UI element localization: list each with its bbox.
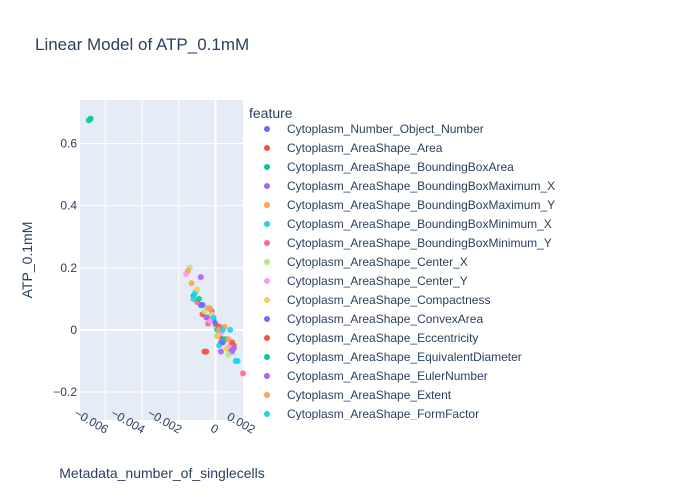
legend-label: Cytoplasm_AreaShape_BoundingBoxMinimum_X: [287, 217, 552, 231]
data-point[interactable]: [210, 314, 217, 321]
legend-marker: [264, 373, 270, 379]
legend-marker: [264, 316, 270, 322]
legend-label: Cytoplasm_AreaShape_Extent: [287, 388, 452, 402]
legend-marker: [264, 145, 270, 151]
data-point[interactable]: [225, 336, 232, 343]
data-point[interactable]: [219, 326, 226, 333]
data-point[interactable]: [203, 314, 210, 321]
legend-title: feature: [249, 105, 293, 121]
legend: Cytoplasm_Number_Object_Number Cytoplasm_…: [264, 122, 555, 421]
legend-marker: [264, 392, 270, 398]
data-point[interactable]: [227, 326, 234, 333]
data-point[interactable]: [190, 295, 197, 302]
legend-marker: [264, 335, 270, 341]
legend-item[interactable]: Cytoplasm_AreaShape_EulerNumber: [264, 369, 488, 383]
chart-title: Linear Model of ATP_0.1mM: [35, 35, 249, 54]
legend-label: Cytoplasm_AreaShape_EulerNumber: [287, 369, 488, 383]
legend-item[interactable]: Cytoplasm_AreaShape_FormFactor: [264, 407, 479, 421]
legend-item[interactable]: Cytoplasm_AreaShape_Center_Y: [264, 274, 468, 288]
data-point[interactable]: [184, 267, 191, 274]
legend-marker: [264, 183, 270, 189]
legend-marker: [264, 126, 270, 132]
data-point[interactable]: [194, 286, 201, 293]
data-point[interactable]: [188, 280, 195, 287]
legend-item[interactable]: Cytoplasm_Number_Object_Number: [264, 122, 484, 136]
legend-item[interactable]: Cytoplasm_AreaShape_Center_X: [264, 255, 468, 269]
legend-marker: [264, 240, 270, 246]
legend-label: Cytoplasm_AreaShape_Area: [287, 141, 443, 155]
legend-label: Cytoplasm_AreaShape_Eccentricity: [287, 331, 478, 345]
legend-item[interactable]: Cytoplasm_AreaShape_Eccentricity: [264, 331, 478, 345]
data-point[interactable]: [199, 302, 206, 309]
legend-label: Cytoplasm_AreaShape_BoundingBoxMaximum_X: [287, 179, 555, 193]
legend-label: Cytoplasm_AreaShape_BoundingBoxArea: [287, 160, 514, 174]
x-axis-title: Metadata_number_of_singlecells: [59, 465, 264, 481]
y-axis-ticks: −0.2 0 0.2 0.4 0.6: [53, 136, 77, 399]
legend-marker: [264, 278, 270, 284]
data-point[interactable]: [217, 348, 224, 355]
legend-label: Cytoplasm_AreaShape_BoundingBoxMinimum_Y: [287, 236, 552, 250]
legend-label: Cytoplasm_AreaShape_Compactness: [287, 293, 490, 307]
legend-item[interactable]: Cytoplasm_AreaShape_Area: [264, 141, 443, 155]
data-point[interactable]: [230, 345, 237, 352]
legend-items: Cytoplasm_Number_Object_Number Cytoplasm_…: [264, 122, 555, 421]
legend-label: Cytoplasm_AreaShape_Center_X: [287, 255, 468, 269]
legend-item[interactable]: Cytoplasm_AreaShape_BoundingBoxMaximum_Y: [264, 198, 555, 212]
legend-item[interactable]: Cytoplasm_AreaShape_BoundingBoxArea: [264, 160, 514, 174]
y-tick-label: 0.4: [60, 199, 77, 213]
data-point[interactable]: [205, 305, 212, 312]
y-tick-label: 0.6: [60, 136, 77, 150]
legend-marker: [264, 297, 270, 303]
plot-area[interactable]: [80, 100, 243, 420]
data-point[interactable]: [195, 295, 202, 302]
legend-marker: [264, 202, 270, 208]
legend-label: Cytoplasm_Number_Object_Number: [287, 122, 484, 136]
data-point[interactable]: [201, 348, 208, 355]
scatter-points: [85, 115, 246, 377]
legend-item[interactable]: Cytoplasm_AreaShape_BoundingBoxMinimum_X: [264, 217, 552, 231]
legend-label: Cytoplasm_AreaShape_FormFactor: [287, 407, 479, 421]
data-point[interactable]: [223, 345, 230, 352]
legend-label: Cytoplasm_AreaShape_ConvexArea: [287, 312, 483, 326]
legend-marker: [264, 221, 270, 227]
x-tick-label: 0: [208, 421, 221, 437]
legend-item[interactable]: Cytoplasm_AreaShape_EquivalentDiameter: [264, 350, 522, 364]
data-point[interactable]: [225, 351, 232, 358]
grid: [80, 100, 253, 420]
data-point[interactable]: [240, 370, 246, 377]
data-point[interactable]: [197, 274, 204, 281]
y-axis-title: ATP_0.1mM: [19, 222, 35, 299]
legend-label: Cytoplasm_AreaShape_EquivalentDiameter: [287, 350, 522, 364]
legend-item[interactable]: Cytoplasm_AreaShape_ConvexArea: [264, 312, 483, 326]
y-tick-label: 0: [70, 323, 77, 337]
legend-item[interactable]: Cytoplasm_AreaShape_BoundingBoxMaximum_X: [264, 179, 555, 193]
legend-item[interactable]: Cytoplasm_AreaShape_Extent: [264, 388, 452, 402]
y-tick-label: −0.2: [53, 385, 77, 399]
legend-label: Cytoplasm_AreaShape_BoundingBoxMaximum_Y: [287, 198, 555, 212]
legend-label: Cytoplasm_AreaShape_Center_Y: [287, 274, 468, 288]
data-point[interactable]: [87, 115, 94, 122]
legend-marker: [264, 164, 270, 170]
data-point[interactable]: [214, 333, 221, 340]
legend-marker: [264, 354, 270, 360]
y-tick-label: 0.2: [60, 261, 77, 275]
data-point[interactable]: [234, 357, 241, 364]
legend-item[interactable]: Cytoplasm_AreaShape_Compactness: [264, 293, 490, 307]
legend-marker: [264, 259, 270, 265]
legend-item[interactable]: Cytoplasm_AreaShape_BoundingBoxMinimum_Y: [264, 236, 552, 250]
legend-marker: [264, 411, 270, 417]
